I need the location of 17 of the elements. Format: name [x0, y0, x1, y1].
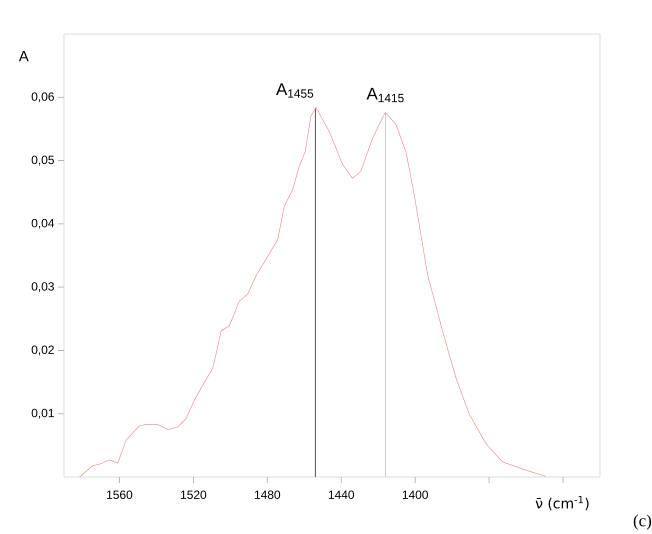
- x-tick-label: 1520: [180, 490, 206, 499]
- ref-line-label: A$_{1415}$: [366, 88, 404, 102]
- y-tick-label: 0,03: [32, 282, 54, 292]
- y-tick-label: 0,05: [32, 156, 54, 166]
- x-tick-label: 1400: [402, 490, 428, 499]
- x-axis-title: ν̄ (cm$^{-1}$): [536, 496, 589, 510]
- x-tick-label: 1440: [328, 490, 354, 499]
- line-series: [79, 107, 546, 478]
- x-tick-label: 1480: [254, 490, 280, 499]
- y-tick-label: 0,04: [32, 218, 54, 229]
- y-tick-label: 0,01: [32, 408, 54, 419]
- x-tick-label: 1560: [107, 490, 132, 499]
- y-tick-label: 0,06: [32, 92, 54, 102]
- y-axis-title: A: [18, 51, 29, 62]
- text: (c): [634, 514, 652, 530]
- y-tick-label: 0,02: [32, 345, 54, 356]
- ref-line-label: A$_{1455}$: [276, 83, 314, 98]
